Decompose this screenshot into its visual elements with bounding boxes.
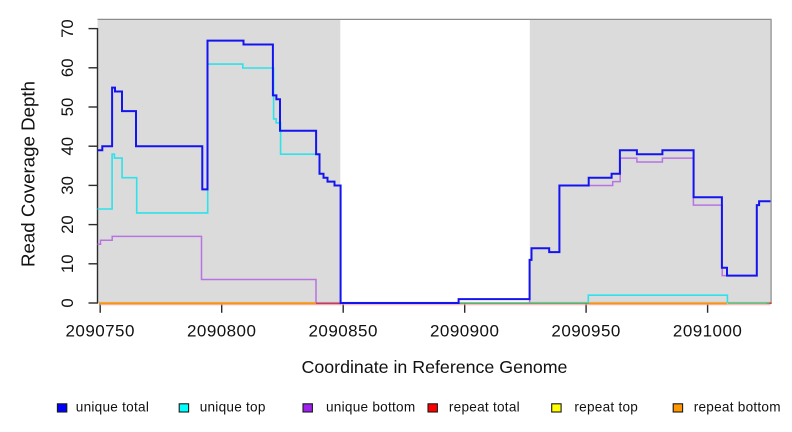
svg-text:10: 10 <box>58 254 77 273</box>
svg-text:repeat top: repeat top <box>574 399 638 414</box>
svg-text:50: 50 <box>58 98 77 117</box>
svg-text:repeat bottom: repeat bottom <box>694 399 781 414</box>
svg-text:Coordinate in Reference Genome: Coordinate in Reference Genome <box>302 357 568 377</box>
svg-text:unique total: unique total <box>76 399 149 414</box>
svg-text:40: 40 <box>58 137 77 156</box>
svg-text:30: 30 <box>58 176 77 195</box>
svg-text:2091000: 2091000 <box>673 322 742 341</box>
svg-text:unique bottom: unique bottom <box>326 399 415 414</box>
svg-text:unique top: unique top <box>200 399 266 414</box>
svg-text:2090950: 2090950 <box>551 322 620 341</box>
svg-text:2090750: 2090750 <box>66 322 135 341</box>
svg-text:20: 20 <box>58 215 77 234</box>
svg-text:Read Coverage Depth: Read Coverage Depth <box>18 81 39 267</box>
svg-text:repeat total: repeat total <box>449 399 520 414</box>
svg-text:60: 60 <box>58 58 77 77</box>
svg-text:70: 70 <box>58 19 77 38</box>
svg-text:2090900: 2090900 <box>430 322 499 341</box>
svg-text:0: 0 <box>58 298 77 307</box>
svg-text:2090850: 2090850 <box>309 322 378 341</box>
svg-text:2090800: 2090800 <box>187 322 256 341</box>
